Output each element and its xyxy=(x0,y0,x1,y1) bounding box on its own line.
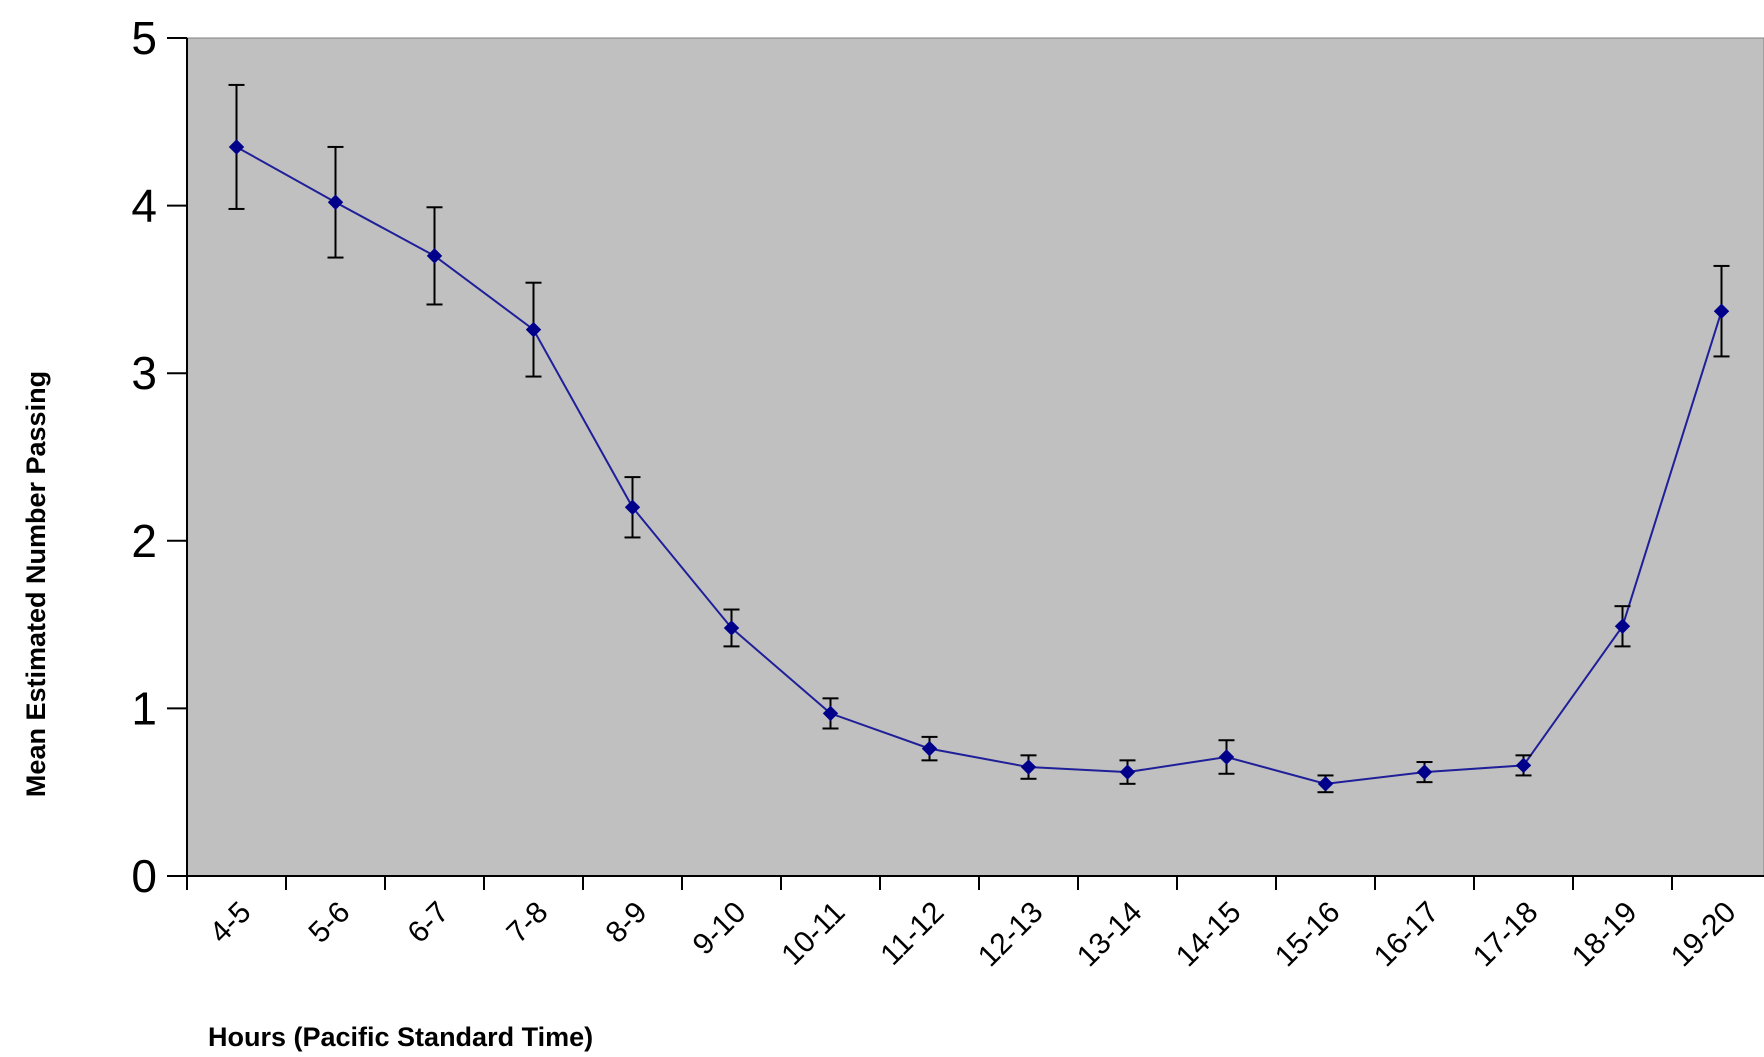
data-point-marker xyxy=(1317,776,1334,792)
data-point-marker xyxy=(525,321,542,338)
data-point-marker xyxy=(228,139,245,155)
series-line xyxy=(236,146,1723,785)
y-axis-label: Mean Estimated Number Passing xyxy=(21,371,51,797)
x-tick-label: 10-11 xyxy=(775,896,851,972)
x-tick-label: 9-10 xyxy=(687,896,753,962)
x-tick-label: 18-19 xyxy=(1566,896,1644,974)
x-tick-label: 17-18 xyxy=(1467,896,1545,974)
x-tick-label: 12-13 xyxy=(972,896,1050,974)
data-series xyxy=(228,83,1730,794)
data-point-marker xyxy=(723,620,740,636)
x-tick-label: 7-8 xyxy=(500,896,554,950)
data-point-marker xyxy=(1515,757,1532,774)
x-tick-label: 11-12 xyxy=(874,896,950,972)
data-point-marker xyxy=(1020,759,1037,775)
x-tick-label: 15-16 xyxy=(1269,896,1347,974)
x-tick-label: 14-15 xyxy=(1170,896,1248,974)
x-tick-label: 13-14 xyxy=(1071,896,1149,974)
y-tick-label: 1 xyxy=(131,682,157,734)
x-tick-label: 16-17 xyxy=(1368,896,1446,974)
data-point-marker xyxy=(624,499,641,515)
y-tick-label: 5 xyxy=(131,12,157,64)
data-point-marker xyxy=(426,248,443,264)
y-tick-label: 0 xyxy=(131,850,157,902)
data-point-marker xyxy=(1614,618,1631,634)
plot-area xyxy=(186,37,1764,877)
data-point-marker xyxy=(822,705,839,722)
data-point-marker xyxy=(1218,749,1235,765)
data-point-marker xyxy=(1119,764,1136,780)
y-tick-label: 3 xyxy=(131,347,157,399)
data-point-marker xyxy=(1713,303,1730,319)
x-axis-label: Hours (Pacific Standard Time) xyxy=(208,1022,593,1052)
x-tick-label: 5-6 xyxy=(302,896,356,950)
data-point-marker xyxy=(921,740,938,757)
y-tick-label: 2 xyxy=(131,515,157,567)
x-tick-label: 4-5 xyxy=(203,896,257,950)
x-tick-label: 19-20 xyxy=(1665,896,1743,974)
x-tick-label: 8-9 xyxy=(599,896,653,950)
data-point-marker xyxy=(1416,764,1433,780)
x-tick-label: 6-7 xyxy=(401,896,455,950)
data-point-marker xyxy=(327,194,344,210)
y-tick-label: 4 xyxy=(131,180,157,232)
